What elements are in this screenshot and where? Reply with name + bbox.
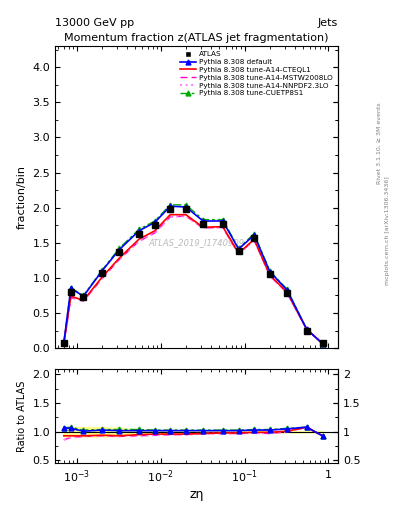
- Text: Jets: Jets: [318, 18, 338, 28]
- Title: Momentum fraction z(ATLAS jet fragmentation): Momentum fraction z(ATLAS jet fragmentat…: [64, 33, 329, 42]
- Y-axis label: fraction/bin: fraction/bin: [17, 165, 27, 229]
- X-axis label: zη: zη: [189, 487, 204, 501]
- Text: Rivet 3.1.10, ≥ 3M events: Rivet 3.1.10, ≥ 3M events: [377, 102, 382, 184]
- Y-axis label: Ratio to ATLAS: Ratio to ATLAS: [17, 380, 27, 452]
- Legend: ATLAS, Pythia 8.308 default, Pythia 8.308 tune-A14-CTEQL1, Pythia 8.308 tune-A14: ATLAS, Pythia 8.308 default, Pythia 8.30…: [178, 50, 334, 98]
- Text: ATLAS_2019_I1740909: ATLAS_2019_I1740909: [149, 238, 244, 247]
- Text: 13000 GeV pp: 13000 GeV pp: [55, 18, 134, 28]
- Text: mcplots.cern.ch [arXiv:1306.3436]: mcplots.cern.ch [arXiv:1306.3436]: [385, 176, 389, 285]
